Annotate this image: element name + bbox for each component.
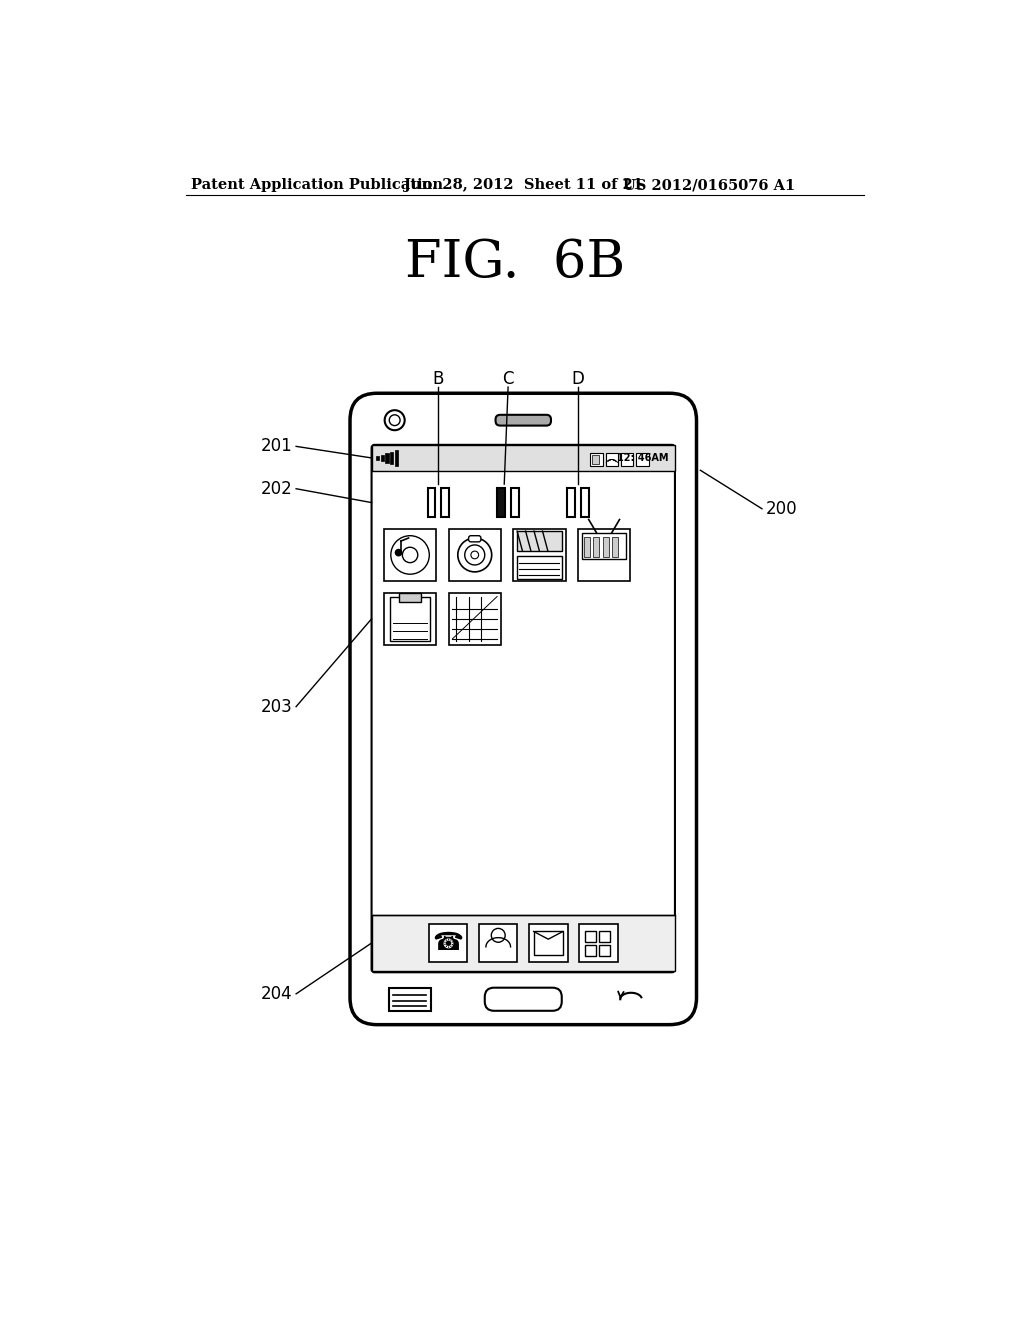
Bar bbox=[449, 529, 501, 581]
Text: Patent Application Publication: Patent Application Publication bbox=[190, 178, 442, 193]
Bar bbox=[428, 488, 435, 517]
Bar bbox=[567, 488, 574, 517]
Bar bbox=[429, 924, 467, 962]
Bar bbox=[388, 987, 431, 1011]
Text: Jun. 28, 2012  Sheet 11 of 21: Jun. 28, 2012 Sheet 11 of 21 bbox=[403, 178, 643, 193]
Bar bbox=[602, 537, 608, 557]
FancyBboxPatch shape bbox=[496, 414, 551, 425]
Bar bbox=[513, 529, 565, 581]
Text: 204: 204 bbox=[261, 985, 292, 1003]
Text: B: B bbox=[432, 371, 444, 388]
Bar bbox=[586, 932, 596, 942]
Circle shape bbox=[465, 545, 484, 565]
Bar bbox=[590, 453, 602, 466]
Bar bbox=[399, 593, 421, 602]
Bar bbox=[581, 488, 589, 517]
Bar bbox=[599, 932, 610, 942]
Text: 203: 203 bbox=[260, 698, 292, 715]
Circle shape bbox=[471, 552, 478, 558]
FancyBboxPatch shape bbox=[350, 393, 696, 1024]
Circle shape bbox=[492, 928, 505, 942]
FancyBboxPatch shape bbox=[484, 987, 562, 1011]
Bar bbox=[372, 445, 675, 471]
Circle shape bbox=[458, 539, 492, 572]
Bar bbox=[498, 488, 505, 517]
Bar bbox=[390, 597, 430, 642]
Bar bbox=[605, 453, 617, 466]
Text: US 2012/0165076 A1: US 2012/0165076 A1 bbox=[624, 178, 796, 193]
Bar bbox=[593, 537, 599, 557]
Text: FIG.  6B: FIG. 6B bbox=[406, 236, 626, 288]
Circle shape bbox=[385, 411, 404, 430]
Text: D: D bbox=[571, 371, 585, 388]
FancyBboxPatch shape bbox=[469, 536, 481, 543]
Bar bbox=[534, 932, 563, 954]
Bar bbox=[584, 537, 590, 557]
Bar bbox=[372, 915, 675, 970]
Circle shape bbox=[389, 414, 400, 425]
Bar bbox=[381, 455, 384, 461]
Bar bbox=[390, 451, 393, 465]
Bar bbox=[449, 593, 501, 645]
Text: 200: 200 bbox=[766, 500, 798, 517]
Bar bbox=[592, 455, 599, 465]
Bar bbox=[372, 445, 675, 471]
Bar bbox=[385, 453, 388, 462]
Circle shape bbox=[402, 548, 418, 562]
Bar bbox=[586, 945, 596, 956]
Bar bbox=[621, 453, 634, 466]
Bar bbox=[529, 924, 567, 962]
Bar bbox=[384, 593, 436, 645]
Text: ☎: ☎ bbox=[432, 931, 464, 956]
Text: 12: 46AM: 12: 46AM bbox=[617, 453, 669, 463]
Bar bbox=[637, 453, 649, 466]
Bar bbox=[511, 488, 519, 517]
Bar bbox=[611, 537, 617, 557]
Bar bbox=[394, 450, 397, 466]
Bar bbox=[517, 557, 562, 579]
Bar bbox=[599, 945, 610, 956]
Text: 202: 202 bbox=[260, 479, 292, 498]
Bar bbox=[580, 924, 617, 962]
Bar bbox=[517, 531, 562, 552]
FancyBboxPatch shape bbox=[372, 445, 675, 973]
Bar bbox=[376, 455, 379, 459]
Bar bbox=[582, 533, 627, 558]
Circle shape bbox=[391, 536, 429, 574]
Bar bbox=[479, 924, 517, 962]
Bar bbox=[578, 529, 631, 581]
Bar bbox=[441, 488, 450, 517]
Text: C: C bbox=[503, 371, 514, 388]
Bar bbox=[384, 529, 436, 581]
Text: 201: 201 bbox=[260, 437, 292, 455]
Circle shape bbox=[394, 549, 402, 557]
